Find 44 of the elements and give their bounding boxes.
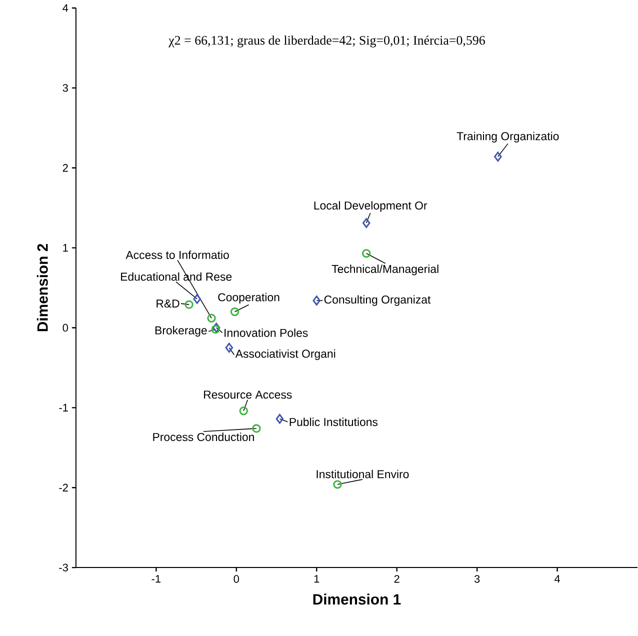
point <box>494 152 502 162</box>
annotation: Local Development Or <box>314 201 428 212</box>
x-tick-label: -1 <box>152 575 161 583</box>
annotation: Public Institutions <box>290 418 378 426</box>
y-tick-label: 4 <box>62 4 68 12</box>
point <box>184 300 194 310</box>
x-tick-label: 4 <box>554 575 560 583</box>
annotation: Training Organizatio <box>456 132 559 143</box>
x-tick-label: 0 <box>234 575 239 584</box>
annotation: Associativist Organi <box>235 350 336 360</box>
annotation: Technical/Managerial <box>332 264 438 276</box>
point <box>362 218 370 228</box>
point <box>362 249 371 258</box>
y-tick-label: -2 <box>59 484 68 492</box>
point <box>193 294 201 304</box>
y-axis-title: Dimension 2 <box>36 244 48 332</box>
x-tick-label: 1 <box>314 575 320 583</box>
annotation: Innovation Poles <box>224 328 308 338</box>
y-tick-label: 2 <box>62 164 68 172</box>
point <box>207 314 216 323</box>
y-tick-label: 0 <box>62 324 68 332</box>
point <box>276 414 284 424</box>
annotation: Resource Access <box>204 390 292 399</box>
point <box>239 406 248 416</box>
point <box>252 424 261 434</box>
point <box>333 480 342 490</box>
point <box>312 296 321 306</box>
annotation: Institutional Enviro <box>316 470 409 478</box>
y-tick-label: -1 <box>59 404 68 412</box>
annotation: Cooperation <box>218 293 280 304</box>
x-tick-label: 3 <box>474 575 480 584</box>
annotation: Brokerage <box>155 326 207 337</box>
point <box>230 308 240 316</box>
y-tick-label: 1 <box>63 244 68 252</box>
annotation: Access to Informatio <box>126 250 229 260</box>
y-tick-label: 3 <box>62 84 68 92</box>
x-tick-label: 2 <box>394 575 400 583</box>
annotation: Process Conduction <box>153 432 254 442</box>
annotation: R&D <box>156 300 180 308</box>
annotation: Consulting Organizat <box>324 295 431 306</box>
point <box>225 343 234 353</box>
x-axis-title: Dimension 1 <box>313 594 401 605</box>
y-tick-label: -3 <box>59 564 68 572</box>
annotation: χ2 = 66,131; graus de liberdade=42; Sig=0,01; Inércia=0,596 <box>168 36 485 48</box>
